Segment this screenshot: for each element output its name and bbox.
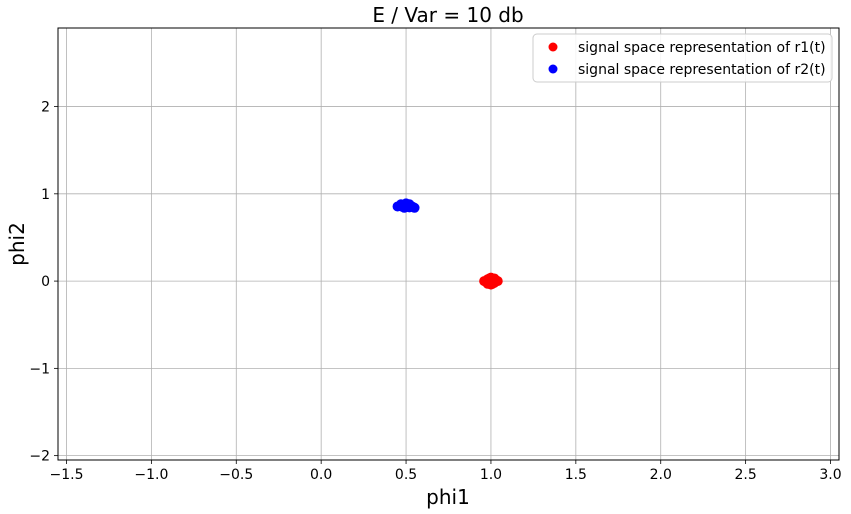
x-tick-label: 2.5 [734, 467, 756, 483]
axis-ticks: −1.5 −1.0 −0.5 0.0 0.5 1.0 1.5 2.0 2.5 3.0 −2 −1 0 1 2 [29, 100, 841, 483]
x-tick-label: 1.5 [565, 467, 587, 483]
point-series-1 [487, 275, 498, 286]
x-tick-label: 2.0 [650, 467, 672, 483]
x-tick-label: 0.0 [310, 467, 332, 483]
y-tick-label: 1 [41, 187, 50, 203]
x-tick-label: −0.5 [219, 467, 253, 483]
x-tick-label: 0.5 [395, 467, 417, 483]
x-tick-label: −1.0 [134, 467, 168, 483]
y-tick-label: 0 [41, 274, 50, 290]
legend-box [532, 33, 833, 83]
legend: signal space representation of r1(t) sig… [532, 33, 833, 83]
x-tick-label: −1.5 [49, 467, 83, 483]
chart-title: E / Var = 10 db [372, 3, 523, 27]
legend-marker-r2 [548, 64, 558, 74]
legend-label-r2: signal space representation of r2(t) [578, 62, 826, 78]
y-tick-label: −1 [29, 361, 50, 377]
legend-marker-r1 [548, 42, 558, 52]
y-tick-label: −2 [29, 449, 50, 465]
plot-frame [57, 27, 840, 461]
x-tick-label: 1.0 [480, 467, 502, 483]
legend-label-r1: signal space representation of r1(t) [578, 40, 826, 56]
x-axis-label: phi1 [426, 485, 470, 509]
x-tick-label: 3.0 [819, 467, 841, 483]
y-tick-label: 2 [41, 100, 50, 116]
grid-lines [58, 28, 839, 460]
data-points [392, 198, 503, 290]
point-series-2 [404, 202, 415, 213]
y-axis-label: phi2 [5, 222, 29, 266]
